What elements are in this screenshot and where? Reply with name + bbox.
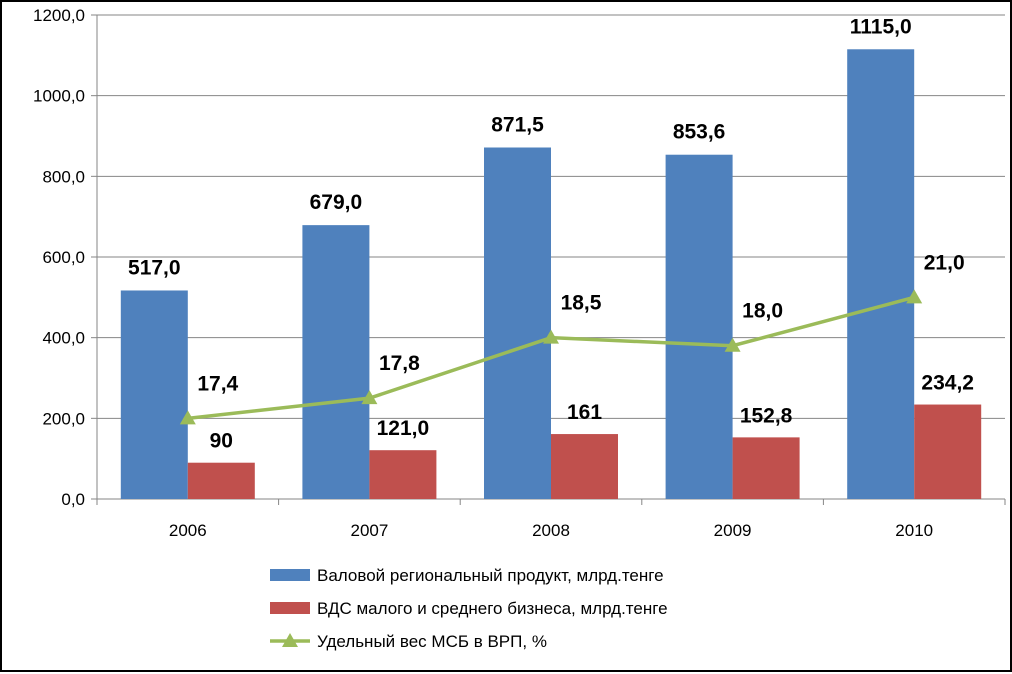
legend-swatch [270,569,310,581]
data-label: 871,5 [491,113,544,136]
bar-sme-gva [369,450,437,499]
y-tick-label: 1000,0 [33,87,85,106]
legend-label: Удельный вес МСБ в ВРП, % [317,632,547,651]
data-label: 161 [567,401,602,424]
data-label: 517,0 [128,256,181,279]
x-tick-label: 2010 [895,521,933,540]
bar-layer [120,49,982,500]
legend-label: ВДС малого и среднего бизнеса, млрд.тенг… [317,599,668,618]
y-tick-label: 800,0 [42,167,85,186]
y-tick-label: 200,0 [42,409,85,428]
data-label: 90 [210,430,233,453]
bar-grp [847,49,915,500]
line-marker-triangle [179,410,196,425]
legend-layer: Валовой региональный продукт, млрд.тенге… [270,566,668,651]
bar-sme-gva [914,404,982,499]
line-data-label: 18,5 [561,292,602,315]
data-label: 121,0 [377,417,430,440]
line-marker-triangle [906,289,923,304]
legend-marker-triangle [282,633,298,647]
bar-grp [665,154,733,499]
line-marker-triangle [724,337,741,352]
bar-grp [484,147,551,499]
data-label: 853,6 [673,121,726,144]
y-tick-label: 1200,0 [33,6,85,25]
line-layer [179,289,923,425]
bar-sme-gva [187,462,255,499]
label-layer: 517,0 679,0 871,5 853,6 1115,0 90 121,0 161 152,… [128,15,974,452]
x-tick-label: 2009 [714,521,752,540]
line-marker-triangle [543,329,559,344]
bar-grp [302,225,370,500]
bar-sme-gva [551,434,618,499]
legend-label: Валовой региональный продукт, млрд.тенге [317,566,664,585]
line-data-label: 21,0 [924,251,965,274]
y-tick-label: 600,0 [42,248,85,267]
y-tick-label: 0,0 [61,490,85,509]
data-label: 1115,0 [850,15,912,38]
x-tick-label: 2008 [532,521,570,540]
y-tick-label: 400,0 [42,329,85,348]
legend-swatch [270,602,310,614]
bar-sme-gva [732,437,800,499]
line-data-label: 17,4 [197,372,238,395]
line-data-label: 18,0 [742,300,783,323]
line-marker-triangle [361,390,378,405]
x-tick-label: 2007 [350,521,388,540]
line-data-label: 17,8 [379,352,420,375]
data-label: 679,0 [310,191,363,214]
data-label: 234,2 [921,372,974,395]
bar-grp [120,290,188,499]
data-label: 152,8 [740,404,793,427]
x-tick-label: 2006 [169,521,207,540]
